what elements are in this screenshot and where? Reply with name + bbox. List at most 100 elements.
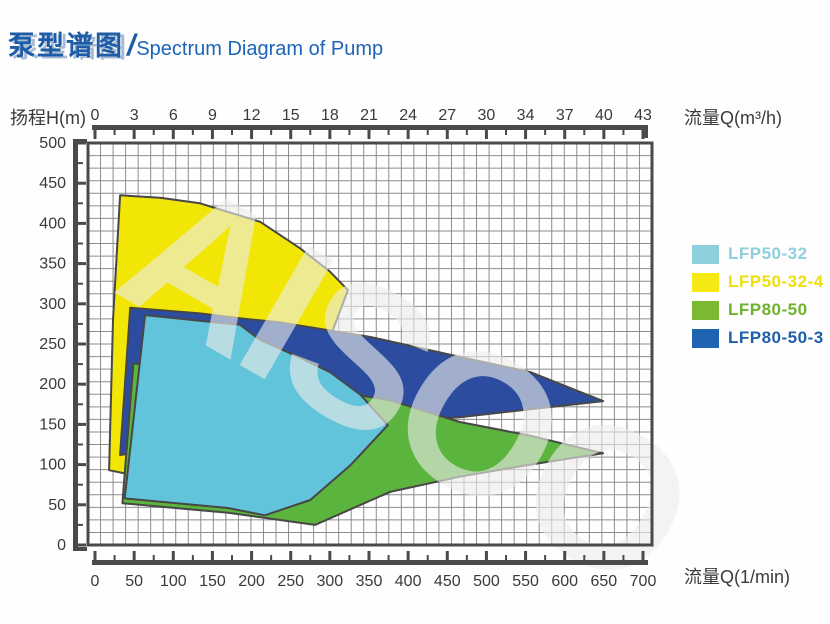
left-axis-tick [78,221,86,225]
bottom-axis-minor-tick [152,555,155,560]
bottom-axis-tick-label: 250 [277,573,304,590]
bottom-axis-tick-label: 200 [238,573,265,590]
left-axis-tick [78,463,86,467]
left-axis-tick [78,302,86,306]
left-axis-tick-label: 0 [57,537,66,554]
left-axis-tick-label: 50 [48,497,66,514]
top-axis-tick [406,130,410,139]
top-axis-tick-label: 18 [321,107,339,124]
left-axis-tick-label: 450 [39,175,66,192]
bottom-axis-tick [210,551,214,560]
bottom-axis-minor-tick [426,555,429,560]
bottom-axis-tick-label: 700 [630,573,657,590]
series-area-LFP50-32 [123,314,389,517]
top-axis-label: 流量Q(m³/h) [684,108,782,128]
watermark-text: AISOO [89,134,724,624]
legend-label: LFP80-50-3 [728,328,824,347]
left-axis-label: 扬程H(m) [10,108,86,128]
bottom-axis-tick-label: 550 [512,573,539,590]
bottom-axis-minor-tick [231,555,233,560]
top-axis-tick [524,130,528,139]
bottom-axis-tick [445,551,449,560]
left-axis-line [73,139,78,551]
bottom-axis-tick-label: 50 [125,573,143,590]
left-axis-tick [78,181,86,185]
left-axis-tick [78,262,86,266]
left-axis-tick-label: 400 [39,215,66,232]
left-axis-tick [78,503,86,507]
top-axis-minor-tick [270,130,273,135]
bottom-axis-tick-label: 600 [551,573,578,590]
top-axis-minor-tick [426,130,429,135]
top-axis-minor-tick [387,130,390,135]
left-axis-tick-label: 350 [39,256,66,273]
bottom-axis-tick [641,551,645,560]
bottom-axis-tick-label: 300 [317,573,344,590]
top-axis-tick-label: 6 [169,107,178,124]
top-axis-tick [563,130,567,139]
title-separator: / [127,29,136,62]
legend-swatch [692,300,719,320]
top-axis-tick [328,130,332,139]
left-axis-minor-tick [78,363,83,366]
top-axis-tick-label: 0 [91,107,100,124]
left-axis-tick-label: 200 [39,376,66,393]
top-axis-tick [602,130,606,139]
top-axis-tick [250,130,254,139]
bottom-axis-minor-tick [191,555,194,560]
top-axis-minor-tick [309,130,312,135]
bottom-axis-tick-label: 0 [91,573,100,590]
top-axis-tick-label: 21 [360,107,378,124]
bottom-axis-tick-label: 650 [591,573,618,590]
left-axis-minor-tick [78,162,83,165]
left-axis-tick [78,382,86,386]
bottom-axis-tick [93,551,97,560]
top-axis-tick [641,130,645,139]
left-axis-minor-tick [78,483,83,486]
title-chinese: 泵型谱图 [8,31,124,61]
top-axis-tick-label: 37 [556,107,574,124]
bottom-axis-tick [289,551,293,560]
top-axis-tick-label: 3 [130,107,139,124]
top-axis-minor-tick [152,130,155,135]
legend-swatch [692,328,719,348]
bottom-axis-tick [328,551,332,560]
bottom-axis-tick [563,551,567,560]
top-axis-minor-tick [505,130,507,135]
top-axis-minor-tick [622,130,625,135]
top-axis-minor-tick [348,130,351,135]
left-axis-tick [78,141,86,145]
top-axis-minor-tick [544,130,547,135]
bottom-axis-tick [132,551,136,560]
bottom-axis-minor-tick [387,555,390,560]
bottom-axis-tick-label: 350 [356,573,383,590]
top-axis-tick-label: 34 [517,107,535,124]
bottom-axis-minor-tick [309,555,312,560]
left-axis-minor-tick [78,242,83,245]
top-axis-tick-label: 12 [243,107,261,124]
bottom-axis-tick [171,551,175,560]
top-axis-minor-tick [113,130,116,135]
left-axis-minor-tick [78,523,83,526]
left-axis-tick-label: 250 [39,336,66,353]
left-axis-minor-tick [78,282,83,285]
top-axis-tick-label: 24 [399,107,417,124]
top-axis-tick-label: 15 [282,107,300,124]
bottom-axis-tick [367,551,371,560]
left-axis-minor-tick [78,202,83,205]
legend-swatch [692,244,719,264]
left-axis-endcap-top [78,139,87,143]
left-axis-tick [78,543,86,547]
bottom-axis-tick-label: 150 [199,573,226,590]
bottom-axis-minor-tick [113,555,116,560]
plot-border [86,141,654,547]
bottom-axis-tick [406,551,410,560]
top-axis-minor-tick [583,130,586,135]
top-axis-tick [367,130,371,139]
bottom-axis-minor-tick [505,555,507,560]
top-axis-minor-tick [191,130,194,135]
top-axis-tick [445,130,449,139]
bottom-axis-minor-tick [544,555,547,560]
